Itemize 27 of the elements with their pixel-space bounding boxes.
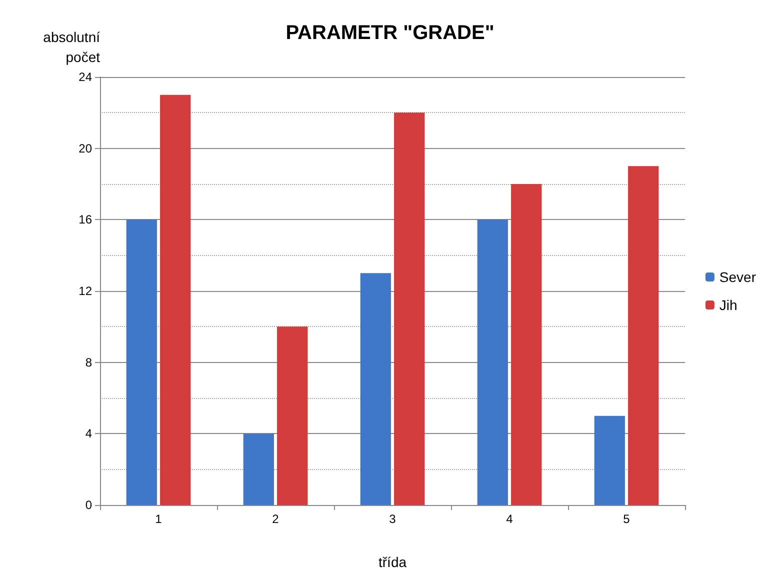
y-tick-label: 20	[78, 141, 92, 156]
bar	[628, 166, 659, 505]
bar	[594, 416, 625, 505]
x-tick-label: 5	[623, 512, 630, 526]
bar	[477, 220, 508, 505]
bar	[360, 273, 391, 505]
y-tick-label: 8	[85, 355, 92, 370]
y-tick-label: 12	[78, 284, 92, 298]
x-tick-label: 4	[506, 512, 514, 526]
bar	[394, 112, 425, 505]
bar	[511, 184, 542, 505]
x-axis-title: třída	[378, 554, 407, 570]
legend-label: Sever	[719, 269, 756, 285]
x-tick-label: 1	[155, 512, 162, 526]
bar	[277, 326, 308, 505]
bar	[126, 220, 157, 505]
y-tick-label: 24	[78, 70, 92, 84]
y-tick-label: 0	[85, 498, 92, 512]
bar	[243, 434, 274, 505]
y-tick-label: 4	[85, 426, 92, 441]
x-tick-label: 3	[389, 512, 396, 526]
legend-label: Jih	[719, 297, 738, 313]
bar	[160, 94, 191, 505]
x-tick-label: 2	[272, 512, 280, 526]
chart-title: PARAMETR "GRADE"	[286, 22, 494, 44]
y-axis-title: absolutní počet	[43, 29, 100, 65]
y-tick-label: 16	[78, 212, 92, 227]
